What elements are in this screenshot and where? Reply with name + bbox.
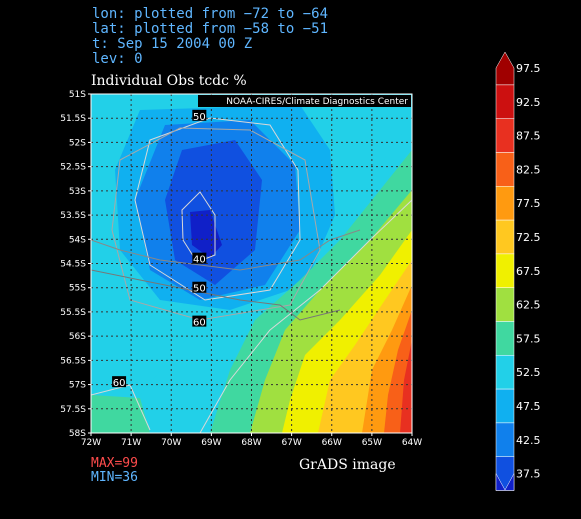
colorbar-swatch (495, 253, 515, 288)
colorbar-label: 97.5 (516, 62, 541, 75)
y-tick-label: 57.5S (60, 405, 86, 415)
colorbar-label: 47.5 (516, 400, 541, 413)
y-tick-label: 57S (69, 381, 86, 391)
colorbar-swatch (495, 84, 515, 119)
contour-line (111, 127, 321, 321)
colorbar-label: 62.5 (516, 299, 541, 312)
colorbar-swatch (495, 422, 515, 457)
region-60-sw (91, 395, 150, 433)
contour-label-box (192, 109, 207, 121)
colorbar-label: 42.5 (516, 434, 541, 447)
colorbar-label: 92.5 (516, 96, 541, 109)
chart-title: Individual Obs tcdc % (91, 73, 247, 89)
colorbar-cap-top (495, 51, 515, 86)
contour-label: 40 (193, 255, 206, 266)
y-tick-label: 51S (69, 90, 86, 100)
x-tick-label: 65W (362, 438, 382, 448)
annotation-box (198, 95, 411, 107)
contour-label: 50 (193, 112, 206, 123)
colorbar-label: 77.5 (516, 197, 541, 210)
x-tick-label: 70W (161, 438, 181, 448)
lon-range-label: lon: plotted from −72 to −64 (92, 6, 329, 22)
x-tick-label: 67W (281, 438, 301, 448)
grads-credit: GrADS image (299, 457, 396, 473)
colorbar-label: 67.5 (516, 265, 541, 278)
x-tick-label: 68W (241, 438, 261, 448)
y-tick-label: 51.5S (60, 114, 86, 124)
y-tick-label: 58S (69, 429, 86, 439)
contour-line (91, 384, 151, 431)
colorbar-swatch (495, 186, 515, 221)
region-90 (400, 340, 412, 433)
contour-line (91, 269, 341, 321)
colorbar-label: 52.5 (516, 366, 541, 379)
colorbar-swatch (495, 219, 515, 255)
colorbar-swatch (495, 321, 515, 356)
x-tick-label: 71W (121, 438, 141, 448)
contour-label-box (112, 376, 127, 388)
contour-label: 60 (193, 318, 206, 329)
max-value-label: MAX=99 (91, 456, 138, 471)
y-tick-label: 55.5S (60, 308, 86, 318)
y-tick-label: 53.5S (60, 211, 86, 221)
colorbar-label: 37.5 (516, 468, 541, 481)
y-tick-label: 56S (69, 332, 86, 342)
contour-label-box (192, 252, 207, 264)
contour-label-box (192, 315, 207, 327)
contour-line (199, 199, 412, 433)
annotation-text: NOAA-CIRES/Climate Diagnostics Center (226, 97, 408, 107)
colorbar-cap-bottom (495, 473, 515, 491)
colorbar-label: 57.5 (516, 332, 541, 345)
colorbar-swatch (495, 355, 515, 390)
y-tick-label: 52S (69, 138, 86, 148)
contour-line (181, 191, 216, 263)
contour-layer (91, 117, 412, 433)
y-tick-label: 54.5S (60, 260, 86, 270)
contour-label-box (192, 281, 207, 293)
y-tick-label: 56.5S (60, 356, 86, 366)
level-label: lev: 0 (92, 51, 143, 67)
min-value-label: MIN=36 (91, 470, 138, 485)
time-label: t: Sep 15 2004 00 Z (92, 36, 253, 52)
x-tick-label: 64W (402, 438, 422, 448)
colorbar-swatch (495, 152, 515, 187)
y-tick-label: 54S (69, 235, 86, 245)
y-tick-label: 55S (69, 284, 86, 294)
contour-line (134, 117, 301, 301)
y-tick-label: 52.5S (60, 163, 86, 173)
x-tick-label: 72W (81, 438, 101, 448)
x-tick-label: 69W (201, 438, 221, 448)
contour-line (91, 229, 361, 271)
colorbar-swatch (495, 118, 515, 153)
colorbar-label: 87.5 (516, 130, 541, 143)
y-tick-label: 53S (69, 187, 86, 197)
lat-range-label: lat: plotted from −58 to −51 (92, 21, 329, 37)
colorbar-swatch (495, 388, 515, 424)
colorbar-swatch (495, 287, 515, 322)
colorbar-label: 82.5 (516, 163, 541, 176)
contour-label: 60 (113, 378, 126, 389)
colorbar-label: 72.5 (516, 231, 541, 244)
region-37 (190, 210, 222, 258)
contour-label: 50 (193, 284, 206, 295)
x-tick-label: 66W (322, 438, 342, 448)
